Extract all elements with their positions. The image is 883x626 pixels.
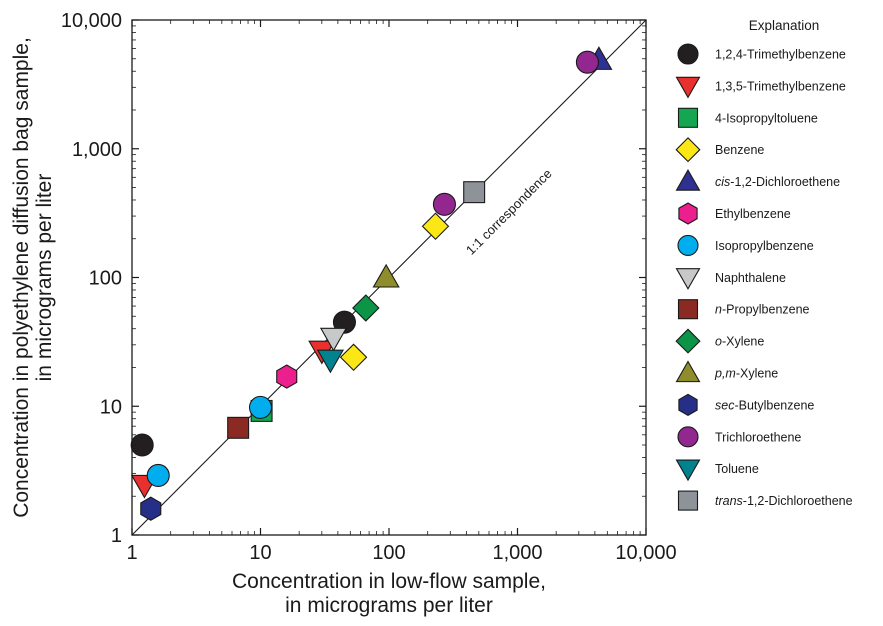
data-point-naphthalene	[319, 327, 348, 352]
legend-label: p,m-Xylene	[714, 367, 778, 381]
data-point-p-m-xylene	[372, 263, 400, 288]
legend-marker-1-2-4-trimethylbenzene	[677, 43, 699, 65]
data-point-n-propylbenzene	[227, 416, 250, 439]
data-point-isopropylbenzene	[248, 395, 273, 419]
legend-item: Isopropylbenzene	[677, 234, 814, 256]
y-tick-label: 1,000	[72, 139, 122, 161]
legend-marker-1-3-5-trimethylbenzene	[675, 76, 701, 99]
data-point-toluene	[316, 349, 345, 374]
y-tick-label: 10,000	[61, 10, 122, 32]
data-points-layer	[130, 46, 613, 521]
x-tick-label: 10	[249, 542, 271, 564]
legend-marker-ethylbenzene	[678, 202, 698, 225]
legend-item: p,m-Xylene	[675, 360, 778, 383]
legend-label: Trichloroethene	[715, 430, 801, 444]
legend: Explanation 1,2,4-Trimethylbenzene 1,3,5-…	[675, 18, 853, 511]
x-axis-title: Concentration in low-flow sample,	[232, 570, 546, 593]
legend-item: o-Xylene	[675, 328, 764, 354]
y-axis-title: in micrograms per liter	[33, 174, 56, 382]
legend-item: Toluene	[675, 459, 759, 482]
legend-title: Explanation	[749, 18, 820, 33]
data-point-sec-butylbenzene	[140, 496, 162, 521]
x-axis-title: in micrograms per liter	[285, 594, 493, 617]
legend-label: Benzene	[715, 143, 764, 157]
legend-item: 1,2,4-Trimethylbenzene	[677, 43, 846, 65]
legend-item: n-Propylbenzene	[677, 299, 810, 320]
data-point-trans-1-2-dichloroethene	[463, 181, 486, 204]
data-point-isopropylbenzene	[146, 463, 170, 488]
x-tick-label: 1	[126, 542, 137, 564]
legend-item: Trichloroethene	[677, 426, 801, 448]
x-tick-label: 10,000	[615, 542, 676, 564]
y-tick-label: 10	[100, 396, 122, 418]
y-tick-label: 100	[89, 268, 122, 290]
legend-marker-trans-1-2-dichloroethene	[677, 490, 699, 511]
data-point-o-xylene	[352, 294, 380, 322]
x-tick-label: 100	[372, 542, 405, 564]
legend-label: Isopropylbenzene	[715, 239, 814, 253]
legend-label: Ethylbenzene	[715, 207, 791, 221]
data-point-1-2-4-trimethylbenzene	[332, 310, 356, 334]
legend-marker-p-m-xylene	[675, 360, 701, 383]
data-point-1-2-4-trimethylbenzene	[130, 433, 154, 457]
legend-marker-n-propylbenzene	[677, 299, 699, 320]
data-point-trichloroethene	[432, 192, 456, 216]
legend-label: sec-Butylbenzene	[715, 398, 814, 412]
x-tick-label: 1,000	[492, 542, 542, 564]
legend-label: trans-1,2-Dichloroethene	[715, 494, 853, 508]
legend-item: Ethylbenzene	[678, 202, 791, 225]
legend-marker-o-xylene	[675, 328, 701, 354]
legend-label: Toluene	[715, 462, 759, 476]
data-point-ethylbenzene	[276, 364, 298, 389]
reference-line-label: 1:1 correspondence	[463, 166, 555, 258]
legend-label: 4-Isopropyltoluene	[715, 111, 818, 125]
legend-item: trans-1,2-Dichloroethene	[677, 490, 853, 511]
data-point-trichloroethene	[575, 50, 599, 74]
legend-item: 4-Isopropyltoluene	[677, 107, 818, 128]
legend-item: 1,3,5-Trimethylbenzene	[675, 76, 846, 99]
axes-layer: 1 10 100 1,000 10,000 1 10 100 1,000 10,000 Concen…	[10, 10, 677, 617]
y-tick-label: 1	[111, 525, 122, 547]
legend-item: cis-1,2-Dichloroethene	[675, 168, 840, 191]
legend-label: n-Propylbenzene	[715, 303, 810, 317]
legend-marker-sec-butylbenzene	[678, 393, 698, 417]
legend-label: Naphthalene	[715, 271, 786, 285]
legend-marker-trichloroethene	[677, 426, 699, 448]
legend-marker-naphthalene	[675, 268, 701, 290]
y-axis-title: Concentration in polyethylene diffusion …	[10, 37, 33, 518]
legend-marker-benzene	[675, 137, 701, 163]
legend-label: 1,3,5-Trimethylbenzene	[715, 79, 846, 93]
data-point-benzene	[421, 212, 450, 241]
data-point-benzene	[339, 343, 368, 372]
legend-marker-isopropylbenzene	[677, 234, 699, 256]
legend-item: Benzene	[675, 137, 764, 163]
legend-marker-4-isopropyltoluene	[677, 107, 699, 128]
legend-label: cis-1,2-Dichloroethene	[715, 175, 840, 189]
legend-item: sec-Butylbenzene	[678, 393, 814, 417]
legend-marker-cis-1-2-dichloroethene	[675, 168, 701, 191]
legend-label: 1,2,4-Trimethylbenzene	[715, 48, 846, 62]
legend-label: o-Xylene	[715, 335, 764, 349]
legend-marker-toluene	[675, 459, 701, 482]
legend-item: Naphthalene	[675, 268, 786, 290]
